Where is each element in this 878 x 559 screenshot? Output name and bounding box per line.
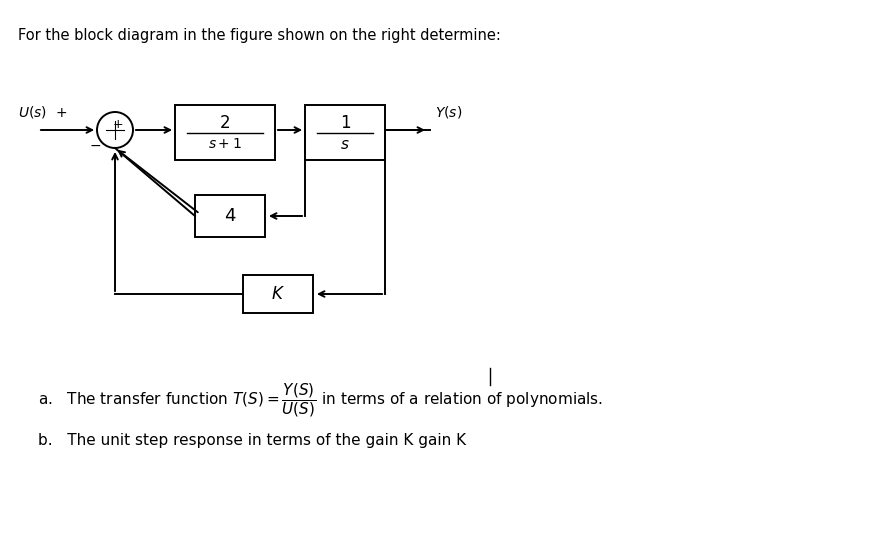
Text: +: + xyxy=(112,117,123,130)
Bar xyxy=(195,195,264,237)
Text: For the block diagram in the figure shown on the right determine:: For the block diagram in the figure show… xyxy=(18,28,500,43)
Text: 1: 1 xyxy=(339,113,350,131)
Text: 2: 2 xyxy=(220,113,230,131)
Text: 4: 4 xyxy=(224,207,235,225)
Text: $U(s)$  +: $U(s)$ + xyxy=(18,104,67,120)
Text: $s+1$: $s+1$ xyxy=(208,138,241,151)
Text: $K$: $K$ xyxy=(270,285,284,303)
Bar xyxy=(175,105,275,160)
Text: −: − xyxy=(89,139,101,153)
Text: $s$: $s$ xyxy=(340,137,349,152)
Text: a.   The transfer function $T(S) = \dfrac{Y(S)}{U(S)}$ in terms of a relation of: a. The transfer function $T(S) = \dfrac{… xyxy=(38,381,602,419)
Bar xyxy=(242,275,313,313)
Text: $Y(s)$: $Y(s)$ xyxy=(435,104,462,120)
Bar xyxy=(305,105,385,160)
Text: b.   The unit step response in terms of the gain K gain K: b. The unit step response in terms of th… xyxy=(38,433,465,448)
